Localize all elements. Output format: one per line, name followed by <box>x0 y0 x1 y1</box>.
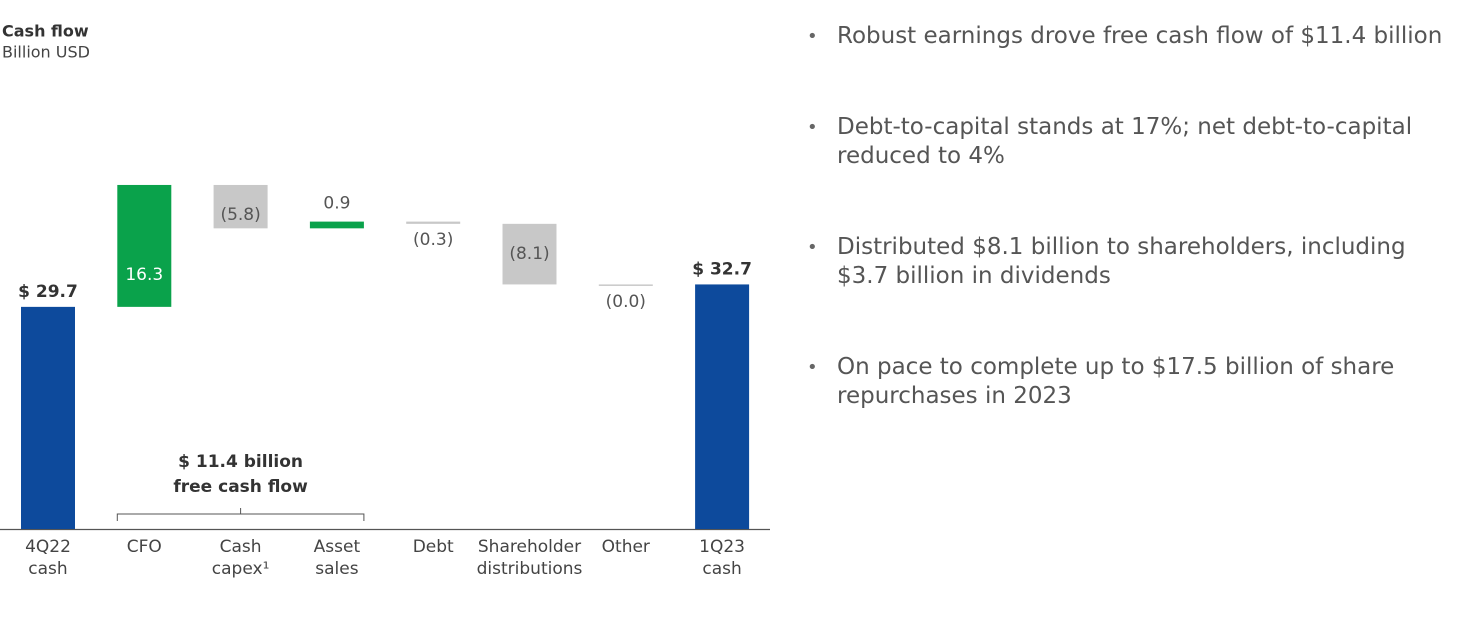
x-tick-label: capex¹ <box>212 559 270 579</box>
bullet-text: repurchases in 2023 <box>837 383 1072 409</box>
bar <box>695 284 750 529</box>
x-tick-label: Cash <box>220 537 262 557</box>
bar <box>117 184 172 307</box>
value-label: $ 29.7 <box>18 282 78 302</box>
bullet-list: Robust earnings drove free cash flow of … <box>805 22 1455 473</box>
bar <box>502 223 557 285</box>
annotation: free cash flow <box>173 477 308 497</box>
bullet: On pace to complete up to $17.5 billion … <box>805 353 1455 411</box>
bullet-text: Distributed $8.1 billion to shareholders… <box>837 234 1406 260</box>
x-tick-label: CFO <box>127 537 162 557</box>
chart: Cash flow Billion USD $ 29.74Q22cash16.3… <box>0 22 770 579</box>
bar <box>21 306 75 529</box>
bullet-text: On pace to complete up to $17.5 billion … <box>837 354 1395 380</box>
x-tick-label: cash <box>28 559 67 579</box>
x-tick-label: sales <box>315 559 358 579</box>
value-label: (0.0) <box>606 292 646 312</box>
value-label: (0.3) <box>413 230 453 250</box>
bar <box>309 221 364 229</box>
bullet-text: $3.7 billion in dividends <box>837 263 1111 289</box>
x-tick-label: 1Q23 <box>699 537 745 557</box>
bracket <box>116 508 365 521</box>
x-tick-label: Shareholder <box>478 537 581 557</box>
bullet: Distributed $8.1 billion to shareholders… <box>805 233 1455 291</box>
bullet-text: Robust earnings drove free cash flow of … <box>837 23 1443 49</box>
x-tick-label: Debt <box>413 537 454 557</box>
bullet: Robust earnings drove free cash flow of … <box>805 22 1455 51</box>
bar <box>213 184 268 229</box>
value-label: $ 32.7 <box>692 259 752 279</box>
chart-title: Cash flow <box>2 22 89 41</box>
x-tick-label: cash <box>702 559 741 579</box>
x-tick-label: Other <box>602 537 650 557</box>
x-tick-label: 4Q22 <box>25 537 71 557</box>
bullet-text: reduced to 4% <box>837 143 1005 169</box>
bullet-text: Debt-to-capital stands at 17%; net debt-… <box>837 114 1413 140</box>
chart-subtitle: Billion USD <box>2 43 90 62</box>
x-tick-label: distributions <box>477 559 583 579</box>
value-label: 16.3 <box>125 265 163 285</box>
annotation: $ 11.4 billion <box>178 452 303 472</box>
value-label: (8.1) <box>509 244 549 264</box>
bar <box>598 284 653 286</box>
x-tick-label: Asset <box>314 537 361 557</box>
value-label: 0.9 <box>323 194 350 214</box>
bullet: Debt-to-capital stands at 17%; net debt-… <box>805 113 1455 171</box>
bar <box>406 221 461 224</box>
value-label: (5.8) <box>220 205 260 225</box>
